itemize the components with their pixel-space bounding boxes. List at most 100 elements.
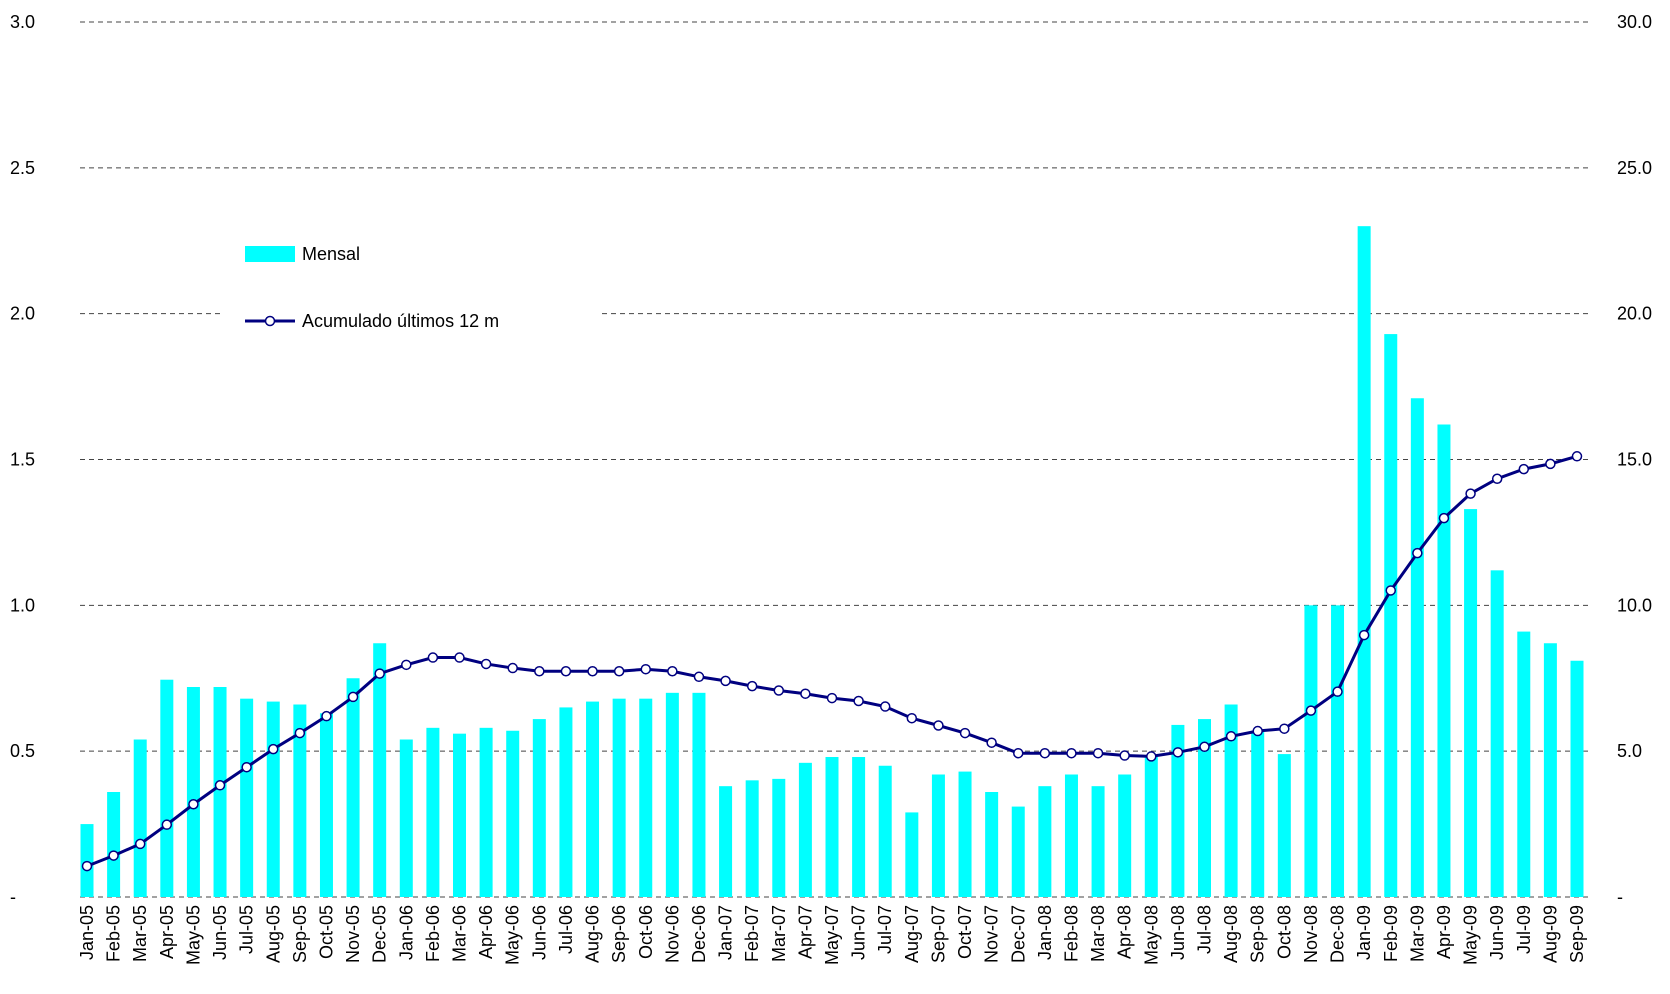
y2-tick-label: 10.0 [1617, 595, 1652, 615]
x-tick-label: Oct-07 [955, 905, 975, 959]
line-marker [746, 680, 758, 692]
line-marker [1279, 723, 1290, 734]
bar [506, 730, 520, 897]
bar [1118, 774, 1132, 897]
legend-marker [264, 315, 276, 327]
bar [559, 707, 573, 897]
y-tick-label: 2.0 [10, 304, 35, 324]
x-tick-label: Dec-05 [370, 905, 390, 963]
x-tick-label: Oct-05 [316, 905, 336, 959]
line-marker [1571, 451, 1583, 462]
bar [186, 687, 200, 897]
line-marker [1305, 705, 1317, 716]
bar [772, 778, 786, 897]
bar [586, 701, 600, 897]
y2-tick-label: 5.0 [1617, 741, 1642, 761]
x-tick-label: Sep-06 [609, 905, 629, 963]
x-tick-label: Nov-07 [982, 905, 1002, 963]
bar [692, 692, 706, 897]
x-tick-label: Jun-05 [210, 905, 230, 960]
line-marker [587, 666, 598, 677]
y2-tick-label: 25.0 [1617, 158, 1652, 178]
x-tick-label: May-07 [822, 905, 842, 965]
bar [80, 824, 94, 897]
line-marker [134, 838, 146, 850]
line-marker [1066, 747, 1077, 759]
line-marker [640, 663, 651, 675]
legend-label: Mensal [302, 244, 360, 264]
line-marker [108, 850, 119, 861]
y2-tick-label: - [1617, 887, 1623, 907]
bar [399, 739, 413, 897]
x-tick-label: Sep-05 [290, 905, 310, 963]
line-marker [560, 666, 572, 677]
bar [1490, 570, 1504, 897]
line-marker [1332, 686, 1343, 697]
bar [160, 679, 174, 897]
x-tick-label: Jun-09 [1487, 905, 1507, 960]
line-marker [986, 737, 997, 748]
line-marker [534, 666, 545, 677]
y2-tick-label: 30.0 [1617, 12, 1652, 32]
x-tick-label: Apr-09 [1434, 905, 1454, 959]
x-tick-label: Aug-05 [263, 905, 283, 963]
x-tick-label: Sep-09 [1567, 905, 1587, 963]
line-marker [613, 666, 625, 677]
line-marker [1013, 747, 1024, 759]
bar [240, 698, 254, 897]
bar [1517, 631, 1531, 897]
x-tick-label: Feb-07 [742, 905, 762, 962]
bar [133, 739, 147, 897]
bar [1357, 226, 1371, 897]
bar [1091, 786, 1105, 897]
x-tick-label: Dec-06 [689, 905, 709, 963]
line-marker [188, 799, 199, 810]
x-tick-label: Jul-06 [556, 905, 576, 954]
x-tick-label: Aug-08 [1221, 905, 1241, 963]
line-marker [241, 761, 252, 773]
bar [825, 757, 839, 897]
bar [639, 698, 653, 897]
bar [612, 698, 626, 897]
y2-tick-label: 20.0 [1617, 304, 1652, 324]
x-tick-label: Nov-08 [1301, 905, 1321, 963]
bar [852, 757, 866, 897]
x-tick-label: Jul-09 [1514, 905, 1534, 954]
y-tick-label: 3.0 [10, 12, 35, 32]
x-tick-label: Jan-05 [77, 905, 97, 960]
line-marker [906, 712, 918, 724]
bar [373, 643, 387, 897]
line-marker [1545, 458, 1556, 470]
bar [1543, 643, 1557, 897]
line-marker [321, 710, 332, 722]
bar [319, 713, 333, 897]
bar [107, 792, 121, 897]
bar [293, 704, 307, 897]
x-tick-label: Dec-08 [1328, 905, 1348, 963]
line-marker [1412, 547, 1423, 559]
x-tick-label: Jan-06 [396, 905, 416, 960]
x-tick-label: May-09 [1461, 905, 1481, 965]
x-tick-label: Mar-06 [450, 905, 470, 962]
line-marker [401, 659, 412, 671]
line-marker [667, 666, 678, 677]
y-tick-label: 1.5 [10, 450, 35, 470]
bar [1171, 724, 1185, 897]
bar [1437, 424, 1451, 897]
line-marker [374, 668, 385, 679]
x-tick-label: Apr-05 [157, 905, 177, 959]
x-tick-label: Jan-07 [716, 905, 736, 960]
x-tick-label: Mar-09 [1407, 905, 1427, 962]
x-tick-label: Aug-06 [583, 905, 603, 963]
line-marker [1119, 750, 1130, 761]
x-tick-label: Apr-08 [1115, 905, 1135, 959]
bar [1464, 509, 1478, 897]
line-marker [693, 671, 705, 683]
line-marker [1146, 751, 1157, 762]
bar [1011, 806, 1025, 897]
y2-tick-label: 15.0 [1617, 450, 1652, 470]
x-tick-label: Apr-07 [795, 905, 815, 959]
bar [1331, 605, 1345, 897]
bar [878, 765, 892, 897]
